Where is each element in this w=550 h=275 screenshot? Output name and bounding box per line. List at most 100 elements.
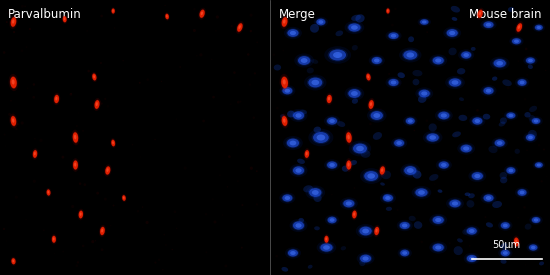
Ellipse shape <box>324 46 351 64</box>
Ellipse shape <box>385 196 390 200</box>
Ellipse shape <box>409 216 416 221</box>
Ellipse shape <box>290 164 307 177</box>
Ellipse shape <box>496 61 503 65</box>
Ellipse shape <box>436 159 452 171</box>
Ellipse shape <box>317 241 336 254</box>
Ellipse shape <box>9 114 18 128</box>
Ellipse shape <box>351 15 361 21</box>
Ellipse shape <box>40 139 42 142</box>
Ellipse shape <box>372 57 382 64</box>
Ellipse shape <box>24 6 26 7</box>
Ellipse shape <box>466 158 467 159</box>
Ellipse shape <box>162 269 163 270</box>
Ellipse shape <box>240 101 241 103</box>
Ellipse shape <box>114 27 116 29</box>
Ellipse shape <box>316 18 326 26</box>
Ellipse shape <box>452 17 457 21</box>
Ellipse shape <box>515 77 529 88</box>
Ellipse shape <box>483 87 493 94</box>
Ellipse shape <box>529 115 535 121</box>
Ellipse shape <box>96 192 99 195</box>
Ellipse shape <box>345 21 364 34</box>
Ellipse shape <box>532 161 545 169</box>
Ellipse shape <box>282 194 293 202</box>
Ellipse shape <box>91 72 97 82</box>
Ellipse shape <box>10 116 16 126</box>
Ellipse shape <box>100 15 103 17</box>
Ellipse shape <box>466 227 478 235</box>
Ellipse shape <box>435 245 441 250</box>
Ellipse shape <box>352 210 357 219</box>
Ellipse shape <box>367 75 369 78</box>
Ellipse shape <box>61 12 62 13</box>
Ellipse shape <box>342 199 355 208</box>
Ellipse shape <box>507 167 515 174</box>
Ellipse shape <box>279 74 290 91</box>
Ellipse shape <box>499 122 505 126</box>
Ellipse shape <box>438 161 450 169</box>
Ellipse shape <box>523 132 537 143</box>
Ellipse shape <box>296 59 298 61</box>
Ellipse shape <box>459 115 468 121</box>
Ellipse shape <box>228 155 231 158</box>
Ellipse shape <box>295 168 301 173</box>
Ellipse shape <box>301 12 303 13</box>
Ellipse shape <box>100 227 104 235</box>
Ellipse shape <box>324 159 340 171</box>
Ellipse shape <box>95 240 96 241</box>
Ellipse shape <box>70 93 72 95</box>
Ellipse shape <box>398 81 401 84</box>
Ellipse shape <box>529 116 543 126</box>
Ellipse shape <box>515 240 518 244</box>
Ellipse shape <box>472 172 483 180</box>
Ellipse shape <box>104 198 107 200</box>
Ellipse shape <box>111 8 115 14</box>
Ellipse shape <box>368 55 385 66</box>
Ellipse shape <box>340 200 342 202</box>
Ellipse shape <box>534 24 543 31</box>
Ellipse shape <box>490 57 509 70</box>
Ellipse shape <box>500 117 507 124</box>
Ellipse shape <box>281 77 288 88</box>
Ellipse shape <box>54 94 59 104</box>
Ellipse shape <box>351 91 358 96</box>
Ellipse shape <box>388 73 390 75</box>
Ellipse shape <box>367 108 387 123</box>
Ellipse shape <box>370 110 384 121</box>
Ellipse shape <box>308 265 312 269</box>
Ellipse shape <box>430 54 447 67</box>
Ellipse shape <box>280 114 285 118</box>
Ellipse shape <box>10 77 16 88</box>
Ellipse shape <box>92 73 97 81</box>
Ellipse shape <box>356 146 364 151</box>
Ellipse shape <box>250 167 253 170</box>
Ellipse shape <box>429 174 438 181</box>
Ellipse shape <box>237 101 240 104</box>
Ellipse shape <box>386 207 392 211</box>
Ellipse shape <box>503 224 508 227</box>
Ellipse shape <box>76 125 78 127</box>
Ellipse shape <box>241 204 243 206</box>
Ellipse shape <box>386 7 390 15</box>
Ellipse shape <box>318 20 323 24</box>
Ellipse shape <box>388 79 399 86</box>
Ellipse shape <box>439 161 449 169</box>
Ellipse shape <box>471 117 483 125</box>
Ellipse shape <box>529 215 543 225</box>
Ellipse shape <box>348 163 350 167</box>
Ellipse shape <box>394 139 404 147</box>
Ellipse shape <box>478 12 481 15</box>
Ellipse shape <box>524 112 531 117</box>
Ellipse shape <box>326 237 327 240</box>
Ellipse shape <box>397 37 399 40</box>
Ellipse shape <box>212 96 215 98</box>
Ellipse shape <box>308 187 323 198</box>
Ellipse shape <box>139 82 141 84</box>
Ellipse shape <box>378 164 386 177</box>
Ellipse shape <box>482 194 494 202</box>
Ellipse shape <box>34 138 36 139</box>
Ellipse shape <box>359 260 365 266</box>
Ellipse shape <box>281 115 288 127</box>
Ellipse shape <box>340 197 358 210</box>
Ellipse shape <box>364 171 378 181</box>
